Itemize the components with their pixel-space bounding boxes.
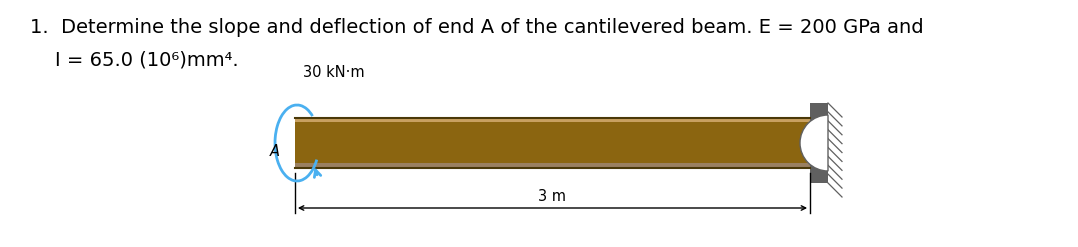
Bar xyxy=(810,103,828,183)
Bar xyxy=(295,118,810,122)
Text: I = 65.0 (10⁶)mm⁴.: I = 65.0 (10⁶)mm⁴. xyxy=(30,50,238,69)
Wedge shape xyxy=(800,115,828,171)
Text: 1.  Determine the slope and deflection of end A of the cantilevered beam. E = 20: 1. Determine the slope and deflection of… xyxy=(30,18,924,37)
Text: A: A xyxy=(270,144,280,159)
Text: 30 kN·m: 30 kN·m xyxy=(303,65,364,80)
Text: 3 m: 3 m xyxy=(539,189,567,204)
Bar xyxy=(295,163,810,168)
Bar xyxy=(295,118,810,168)
